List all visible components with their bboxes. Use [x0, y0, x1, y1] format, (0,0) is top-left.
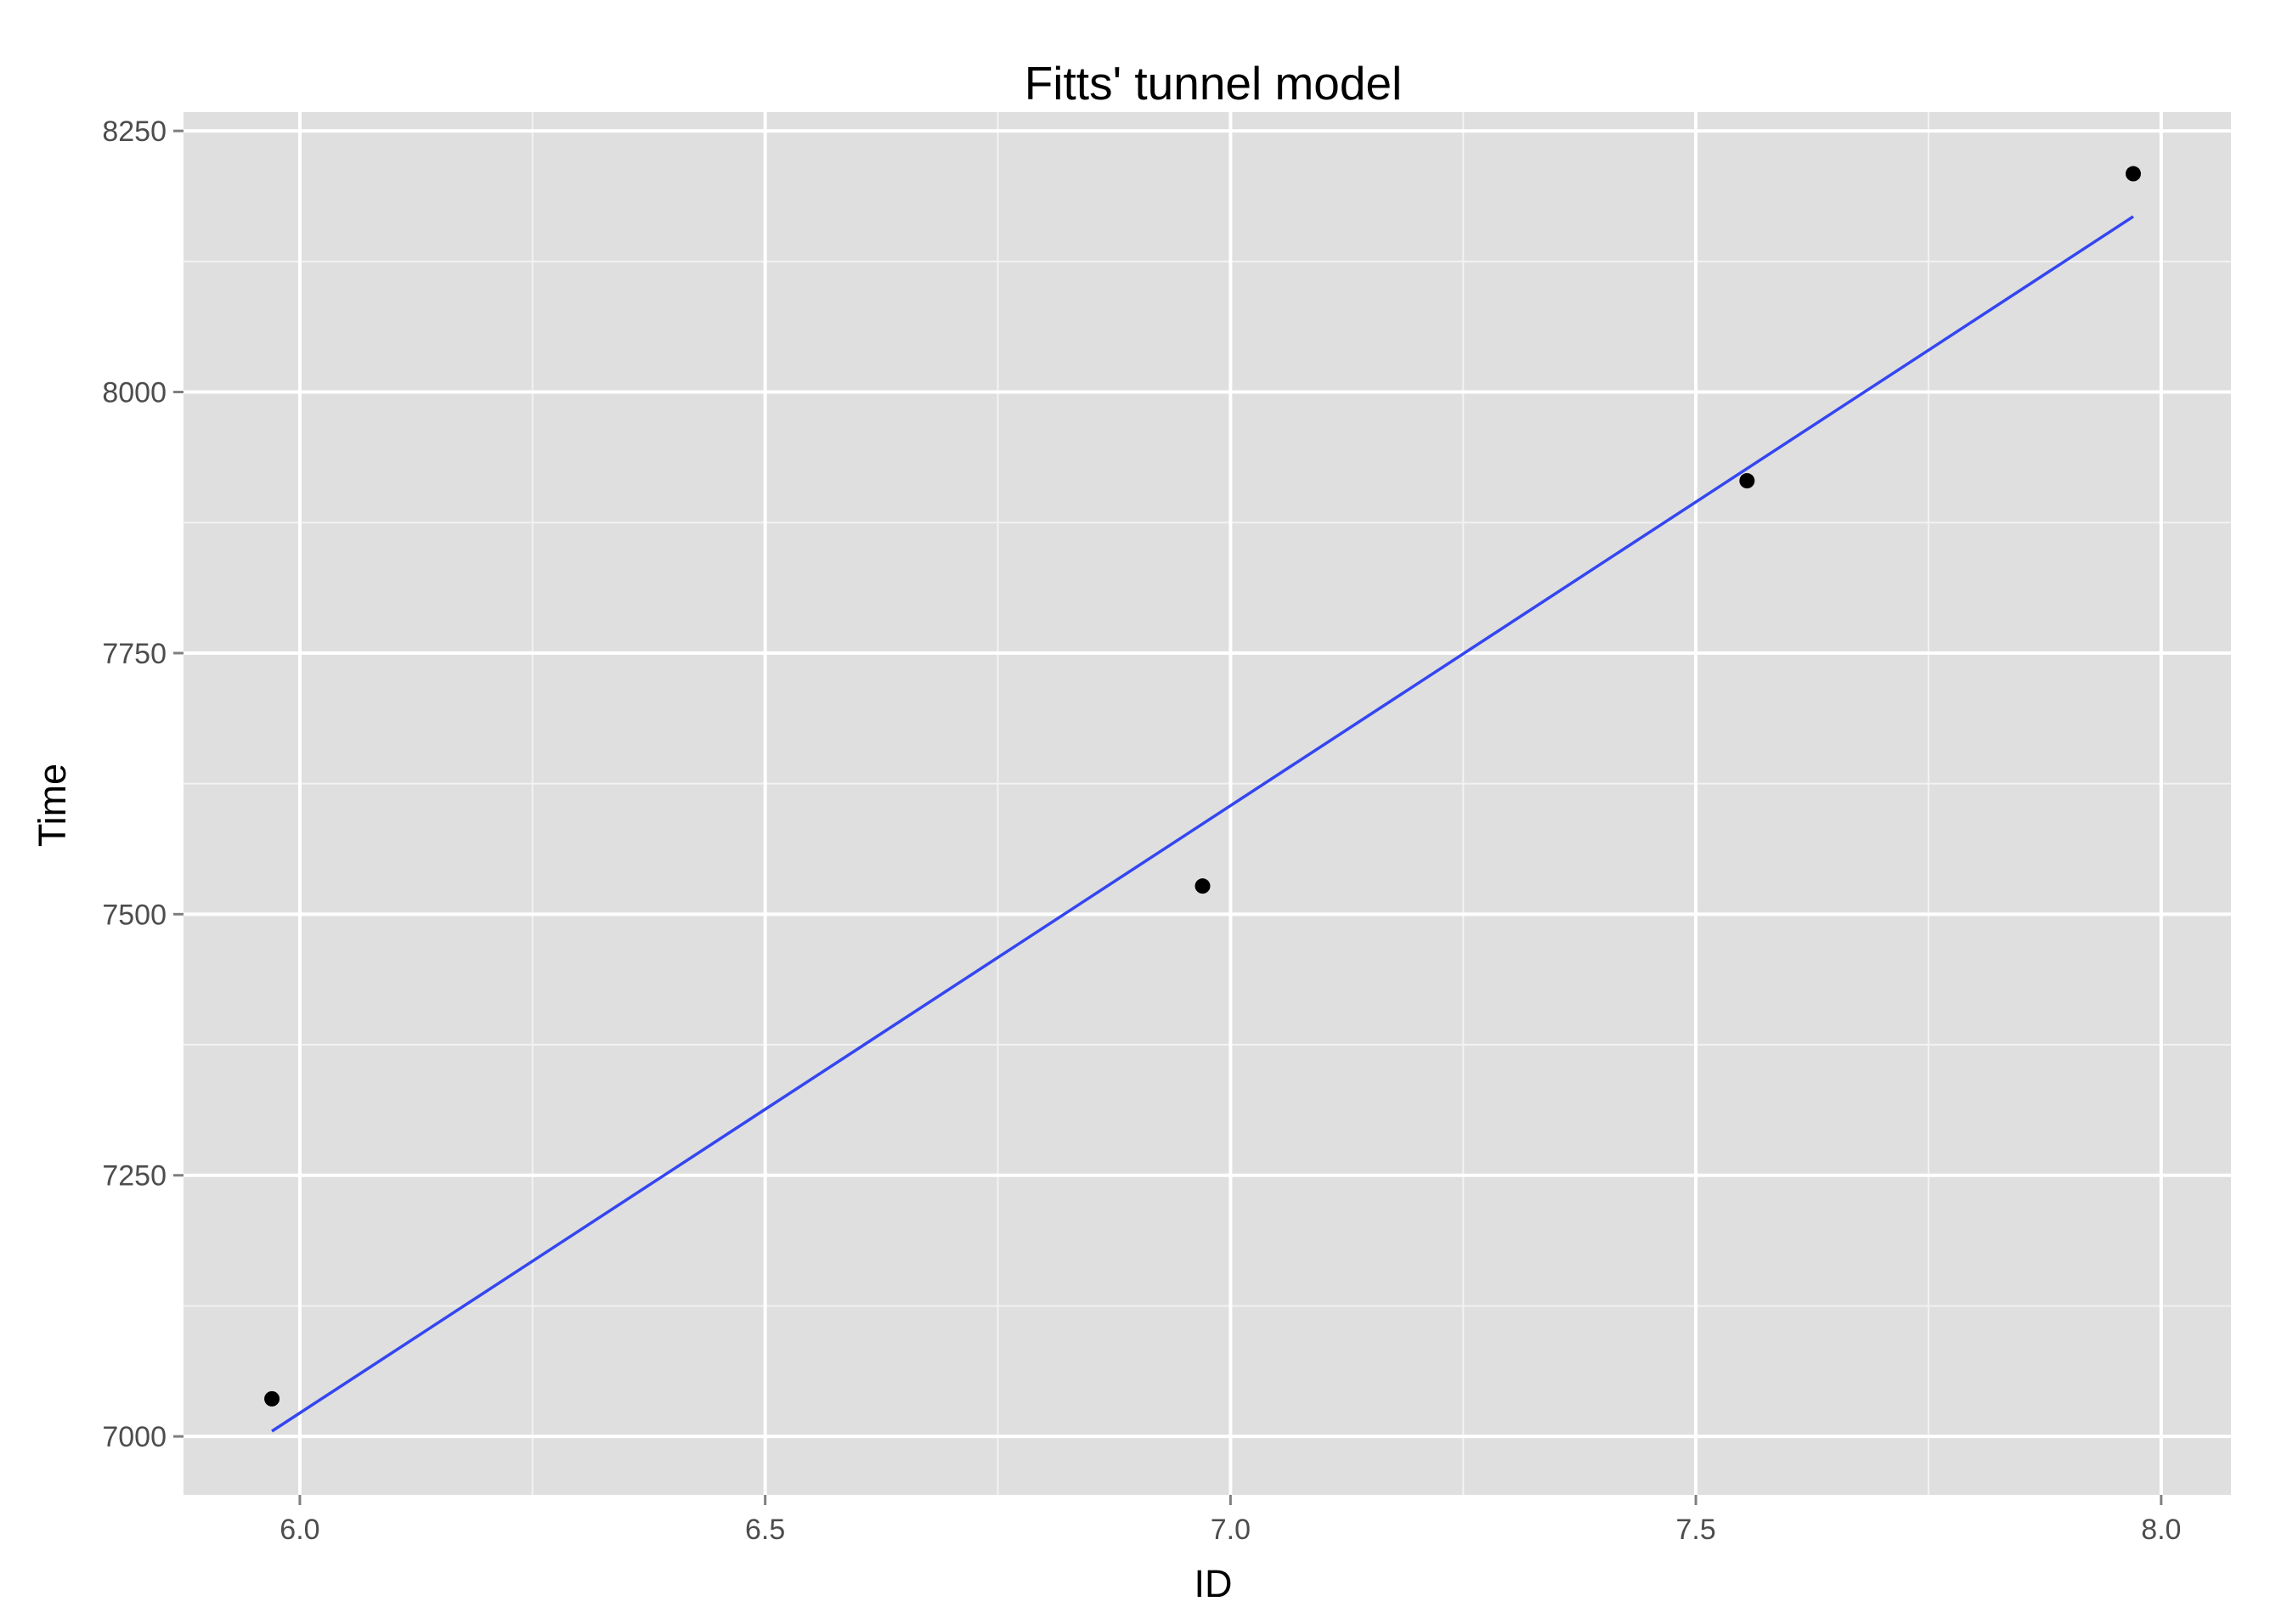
y-tick-label: 8000 — [102, 377, 167, 409]
y-tick-label: 7000 — [102, 1421, 167, 1453]
x-tick-label: 7.0 — [1211, 1514, 1251, 1546]
y-tick-label: 7250 — [102, 1160, 167, 1193]
x-tick-label: 6.0 — [280, 1514, 319, 1546]
x-tick-label: 7.5 — [1675, 1514, 1715, 1546]
x-tick-label: 8.0 — [2141, 1514, 2181, 1546]
x-axis-title: ID — [1194, 1562, 1233, 1605]
data-point — [264, 1390, 280, 1407]
x-axis: 6.0 6.5 7.0 7.5 8.0 — [280, 1495, 2181, 1546]
y-tick-label: 7500 — [102, 899, 167, 931]
data-point — [2125, 166, 2141, 182]
y-axis: 7000 7250 7500 7750 8000 8250 — [102, 116, 184, 1453]
points-layer — [264, 166, 2141, 1407]
x-tick-label: 6.5 — [745, 1514, 785, 1546]
y-tick-label: 7750 — [102, 638, 167, 670]
data-point — [1194, 878, 1211, 894]
y-axis-title: Time — [31, 764, 74, 847]
y-tick-label: 8250 — [102, 116, 167, 148]
major-gridlines — [184, 112, 2231, 1495]
fit-line — [271, 215, 2134, 1433]
fit-line-layer — [271, 215, 2134, 1433]
chart-title: Fitts' tunnel model — [1025, 57, 1403, 110]
minor-gridlines — [184, 112, 2231, 1495]
data-point — [1739, 473, 1755, 489]
